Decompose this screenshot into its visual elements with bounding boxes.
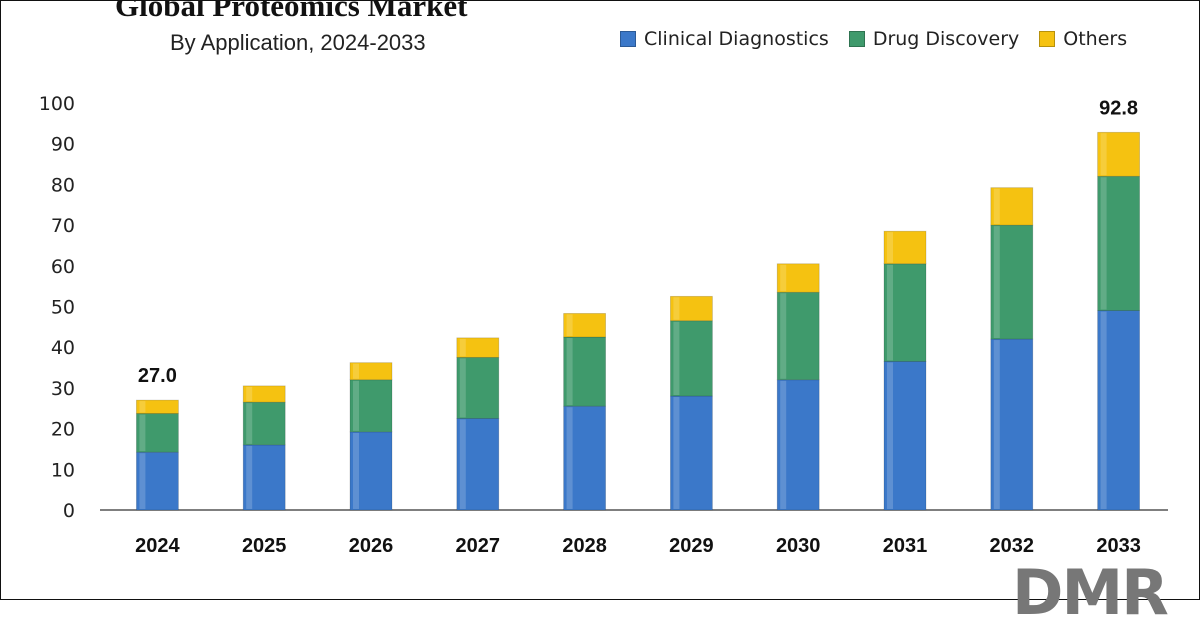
x-tick-label: 2024 [135,535,180,557]
x-tick-label: 2030 [776,535,821,557]
bar-highlight [459,358,466,418]
bar-highlight [566,407,573,509]
bar-segment-clinical [135,451,179,511]
bar-segment-others [349,362,393,381]
y-tick-label: 70 [51,215,75,237]
bar-highlight [780,293,787,379]
legend-label-clinical: Clinical Diagnostics [644,28,829,50]
y-tick-label: 60 [51,256,75,278]
x-tick-label: 2028 [562,535,607,557]
bar-highlight [887,232,893,263]
bar-segment-clinical [1097,310,1140,511]
bar-segment-clinical [883,361,927,511]
legend-item-clinical: Clinical Diagnostics [620,28,829,50]
bar-highlight [139,414,146,452]
x-tick-label: 2033 [1096,535,1141,557]
bar-highlight [246,445,253,509]
y-tick-label: 30 [51,378,75,400]
y-tick-label: 90 [51,134,75,156]
bar-segment-others [563,313,606,338]
bar-segment-drug [349,379,393,433]
bar-highlight [566,314,573,337]
y-tick-label: 100 [39,93,75,115]
bar-segment-drug [1097,175,1140,311]
bar-segment-others [776,263,820,293]
bar-segment-clinical [990,338,1034,511]
x-tick-label: 2025 [242,535,287,557]
bar-highlight [246,403,253,444]
bar-segment-others [670,295,713,322]
y-tick-label: 40 [51,337,75,359]
y-tick-label: 0 [63,500,75,522]
legend-swatch-others [1039,31,1056,47]
bar-highlight [1100,133,1107,176]
x-tick-label: 2026 [349,535,394,557]
bar-highlight [780,380,787,509]
legend-item-others: Others [1039,28,1127,50]
data-label: 92.8 [1099,97,1138,119]
bar-highlight [566,338,573,406]
bar-highlight [993,226,1000,339]
bar-segment-others [990,187,1034,226]
chart-title: Global Proteomics Market [115,0,468,23]
bar-segment-others [883,230,927,265]
bar-segment-others [135,399,179,414]
legend-swatch-drug [848,31,865,47]
bar-segment-others [456,337,500,358]
bar-highlight [1100,311,1107,509]
bar-segment-clinical [563,405,606,511]
bar-highlight [353,363,359,379]
bar-highlight [673,321,680,396]
bar-highlight [246,386,253,402]
bar-segment-clinical [349,431,393,511]
bar-segment-drug [990,224,1034,340]
legend-item-drug: Drug Discovery [848,28,1020,50]
bar-segment-clinical [776,379,820,511]
chart-legend: Clinical Diagnostics Drug Discovery Othe… [620,28,1147,50]
bar-highlight [673,397,680,509]
bar-segment-drug [135,413,179,453]
y-tick-label: 20 [51,419,75,441]
bar-highlight [673,297,680,320]
legend-swatch-clinical [620,31,636,47]
bar-highlight [780,264,787,292]
bar-highlight [993,188,1000,225]
bar-segment-others [242,385,286,403]
bar-highlight [993,340,1000,509]
bar-segment-drug [563,336,606,407]
bar-highlight [139,401,146,413]
data-label: 27.0 [138,365,177,387]
bar-highlight [1100,177,1107,310]
bar-highlight [887,264,893,361]
bar-highlight [353,432,359,509]
bar-highlight [459,338,466,357]
bar-highlight [887,362,893,509]
bar-segment-drug [776,291,820,381]
legend-label-drug: Drug Discovery [872,28,1020,50]
bar-highlight [139,453,146,509]
x-tick-label: 2027 [456,535,501,557]
brand-logo: DMR [1012,556,1169,629]
x-tick-label: 2029 [669,535,714,557]
y-tick-label: 80 [51,174,75,196]
x-tick-label: 2031 [883,535,928,557]
chart-subtitle: By Application, 2024-2033 [170,30,426,55]
bar-highlight [353,380,359,431]
y-tick-label: 10 [51,459,75,481]
y-tick-label: 50 [51,297,75,319]
bar-highlight [459,419,466,509]
bar-segment-others [1097,131,1140,177]
legend-label-others: Others [1063,28,1128,50]
bar-segment-clinical [456,418,500,511]
bar-segment-clinical [670,395,713,511]
x-tick-label: 2032 [990,535,1035,557]
